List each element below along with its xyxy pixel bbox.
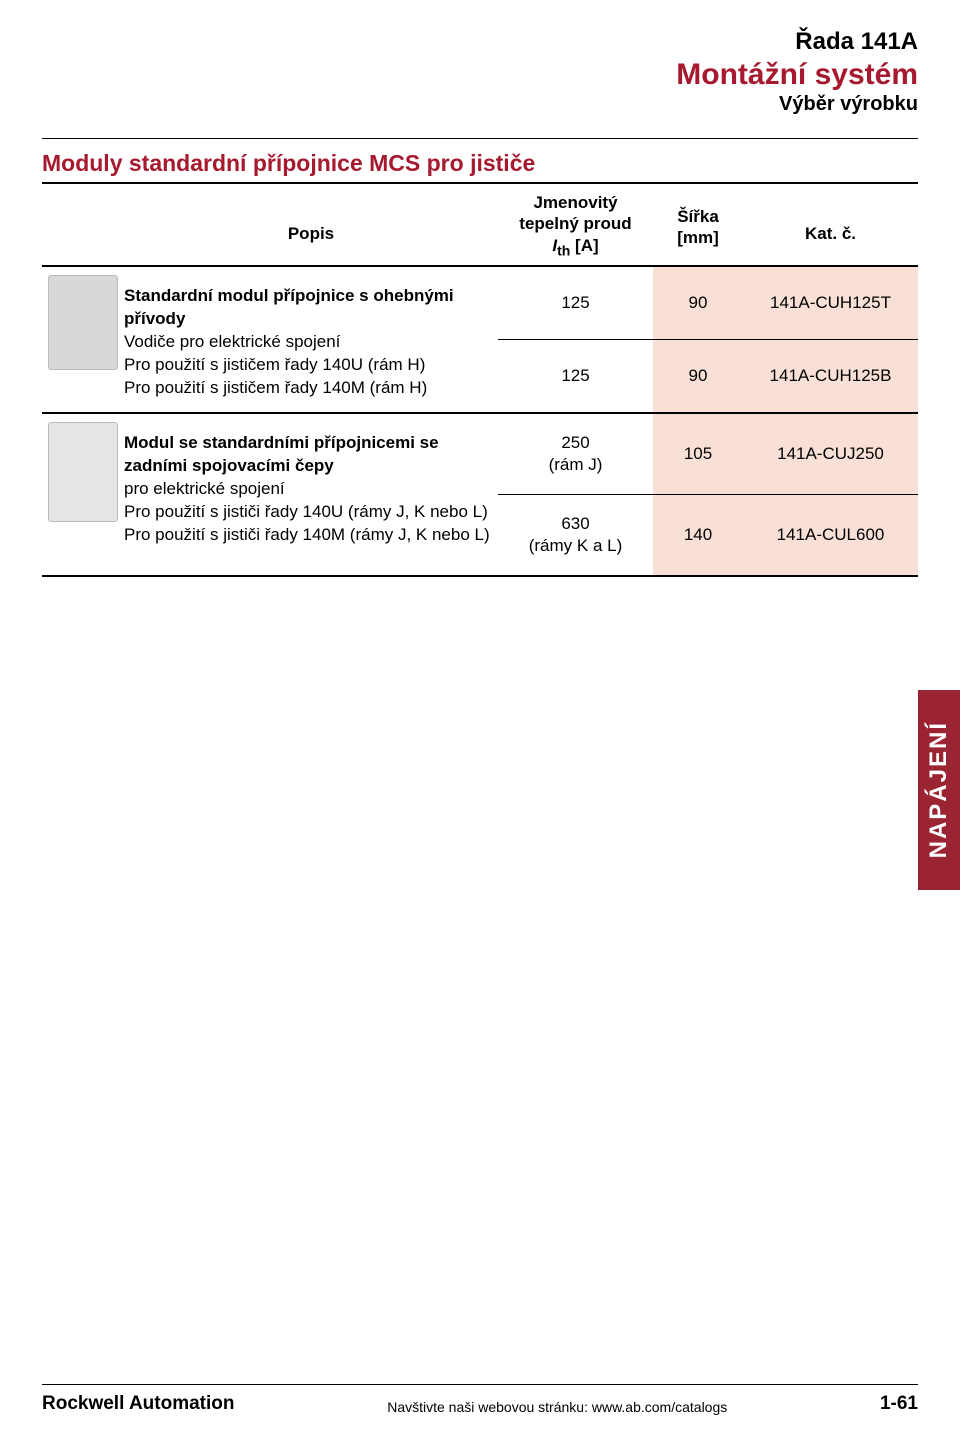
product-image-placeholder xyxy=(48,422,118,522)
cell-current-val: 250 xyxy=(561,432,589,454)
table-row: 125 90 141A-CUH125B xyxy=(498,340,918,412)
footer-link-text: Navštivte naši webovou stránku: www.ab.c… xyxy=(387,1399,727,1415)
table-row: 250 (rám J) 105 141A-CUJ250 xyxy=(498,414,918,495)
top-rule xyxy=(42,138,918,139)
desc-line: Pro použití s jističem řady 140U (rám H) xyxy=(124,354,498,377)
desc-cell: Modul se standardními přípojnicemi se za… xyxy=(124,414,498,575)
data-rows: 125 90 141A-CUH125T 125 90 141A-CUH125B xyxy=(498,267,918,412)
table-header: Popis Jmenovitý tepelný proud Ith [A] Ší… xyxy=(42,182,918,267)
cell-width: 140 xyxy=(653,495,743,575)
cell-current: 125 xyxy=(498,267,653,339)
product-table: Popis Jmenovitý tepelný proud Ith [A] Ší… xyxy=(42,182,918,577)
col-desc: Popis xyxy=(124,182,498,265)
col-current: Jmenovitý tepelný proud Ith [A] xyxy=(498,182,653,265)
col-width-l1: Šířka xyxy=(677,207,719,226)
cell-catno: 141A-CUJ250 xyxy=(743,414,918,494)
cell-width: 90 xyxy=(653,340,743,412)
cell-catno: 141A-CUH125B xyxy=(743,340,918,412)
col-current-sub: th xyxy=(557,242,570,258)
cell-current-note: (rámy K a L) xyxy=(529,535,623,557)
product-image-cell xyxy=(42,267,124,412)
footer-page: 1-61 xyxy=(880,1393,918,1415)
cell-catno: 141A-CUL600 xyxy=(743,495,918,575)
table-group: Modul se standardními přípojnicemi se za… xyxy=(42,414,918,577)
footer: Rockwell Automation Navštivte naši webov… xyxy=(42,1384,918,1415)
desc-line: Pro použití s jističem řady 140M (rám H) xyxy=(124,377,498,400)
col-current-l2: tepelný proud xyxy=(519,214,631,233)
desc-line: Pro použití s jističi řady 140M (rámy J,… xyxy=(124,524,498,547)
desc-line: Pro použití s jističi řady 140U (rámy J,… xyxy=(124,501,498,524)
col-current-unit: [A] xyxy=(570,236,598,255)
side-tab: NAPÁJENÍ xyxy=(918,690,960,890)
desc-cell: Standardní modul přípojnice s ohebnými p… xyxy=(124,267,498,412)
desc-bold: Modul se standardními přípojnicemi se za… xyxy=(124,432,498,478)
desc-line: Vodiče pro elektrické spojení xyxy=(124,331,498,354)
table-row: 630 (rámy K a L) 140 141A-CUL600 xyxy=(498,495,918,575)
cell-current-val: 630 xyxy=(561,513,589,535)
side-tab-label: NAPÁJENÍ xyxy=(925,721,953,858)
series-label: Řada 141A xyxy=(498,28,918,56)
cell-current: 630 (rámy K a L) xyxy=(498,495,653,575)
cell-catno: 141A-CUH125T xyxy=(743,267,918,339)
table-row: 125 90 141A-CUH125T xyxy=(498,267,918,340)
desc-bold: Standardní modul přípojnice s ohebnými p… xyxy=(124,285,498,331)
cell-current: 125 xyxy=(498,340,653,412)
product-image-cell xyxy=(42,414,124,575)
system-title: Montážní systém xyxy=(498,58,918,91)
subhead-label: Výběr výrobku xyxy=(498,93,918,116)
product-image-placeholder xyxy=(48,275,118,370)
col-width-l2: [mm] xyxy=(677,228,719,247)
cell-current-note: (rám J) xyxy=(549,454,603,476)
col-width: Šířka [mm] xyxy=(653,182,743,265)
table-group: Standardní modul přípojnice s ohebnými p… xyxy=(42,267,918,414)
section-title: Moduly standardní přípojnice MCS pro jis… xyxy=(42,150,535,177)
footer-brand: Rockwell Automation xyxy=(42,1393,234,1415)
col-image xyxy=(42,182,124,265)
col-current-l1: Jmenovitý xyxy=(533,193,617,212)
cell-width: 105 xyxy=(653,414,743,494)
desc-line: pro elektrické spojení xyxy=(124,478,498,501)
data-rows: 250 (rám J) 105 141A-CUJ250 630 (rámy K … xyxy=(498,414,918,575)
cell-width: 90 xyxy=(653,267,743,339)
col-catno: Kat. č. xyxy=(743,182,918,265)
cell-current: 250 (rám J) xyxy=(498,414,653,494)
